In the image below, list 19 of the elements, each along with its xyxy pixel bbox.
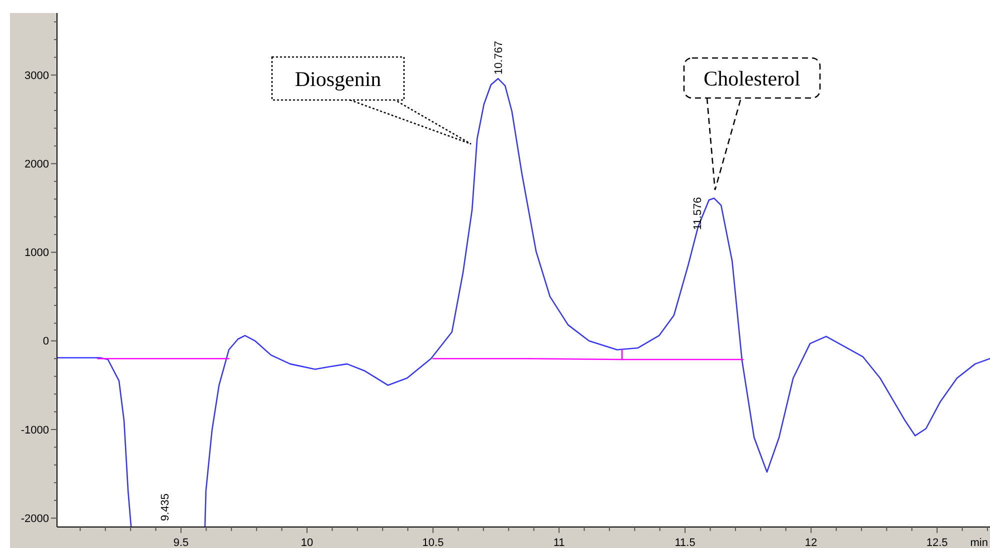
x-tick-label: 10 bbox=[300, 537, 314, 548]
annotation: 10.767 bbox=[493, 40, 506, 75]
x-axis-title: min bbox=[970, 537, 988, 548]
x-tick-label: 11.5 bbox=[674, 537, 696, 548]
x-tick-label: 11 bbox=[553, 537, 565, 548]
x-tick-label: 9.5 bbox=[173, 537, 189, 548]
annotation: 11.576 bbox=[692, 197, 704, 230]
x-tick-label: 10.5 bbox=[422, 537, 444, 548]
y-tick-label: 2000 bbox=[24, 158, 49, 171]
y-tick-label: 3000 bbox=[24, 70, 49, 82]
annotation: Diosgenin bbox=[294, 66, 382, 91]
annotation: 9.435 bbox=[160, 493, 172, 521]
y-tick-label: 1000 bbox=[24, 247, 49, 260]
y-tick-label: -1000 bbox=[20, 424, 49, 436]
annotation: Cholesterol bbox=[704, 66, 801, 90]
y-tick-label: 0 bbox=[42, 336, 49, 348]
x-tick-label: 12.5 bbox=[926, 537, 948, 548]
y-tick-label: -2000 bbox=[20, 512, 49, 525]
x-tick-label: 12 bbox=[804, 537, 818, 548]
